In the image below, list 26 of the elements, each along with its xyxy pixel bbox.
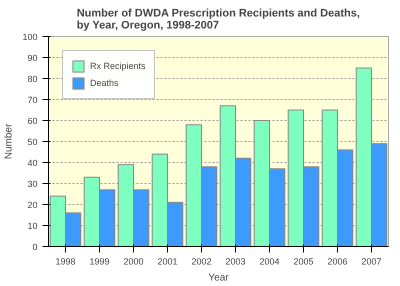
y-tick-label: 50 xyxy=(27,137,38,147)
y-tick-label: 30 xyxy=(27,179,38,189)
y-tick-label: 90 xyxy=(27,53,38,63)
y-tick-label: 60 xyxy=(27,116,38,126)
y-tick-label: 40 xyxy=(27,158,38,168)
y-tick-label: 20 xyxy=(27,200,38,210)
x-tick-label: 1999 xyxy=(89,256,110,266)
x-tick-label: 2006 xyxy=(327,256,348,266)
y-tick-label: 100 xyxy=(22,32,38,42)
x-tick-label: 2000 xyxy=(123,256,144,266)
y-tick-label: 10 xyxy=(27,221,38,231)
y-tick-label: 0 xyxy=(32,242,38,252)
y-tick-label: 70 xyxy=(27,95,38,105)
x-tick-label: 1998 xyxy=(55,256,76,266)
legend-label: Rx Recipients xyxy=(90,61,146,71)
x-tick-label: 2004 xyxy=(259,256,280,266)
x-tick-label: 2005 xyxy=(293,256,314,266)
x-tick-label: 2002 xyxy=(191,256,212,266)
x-tick-label: 2001 xyxy=(157,256,178,266)
y-axis-title: Number xyxy=(3,123,14,160)
y-tick-label: 80 xyxy=(27,74,38,84)
chart-title: Number of DWDA Prescription Recipients and Deaths, by Year, Oregon, 1998-2007 xyxy=(76,8,360,32)
x-tick-label: 2007 xyxy=(361,256,382,266)
legend-label: Deaths xyxy=(90,78,119,88)
x-tick-label: 2003 xyxy=(225,256,246,266)
x-axis-title: Year xyxy=(208,272,230,284)
